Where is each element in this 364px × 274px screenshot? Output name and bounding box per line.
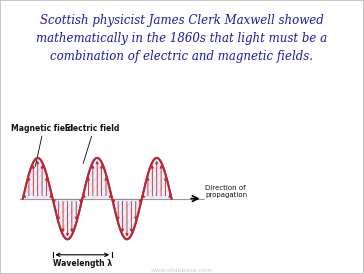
- Text: Electric field: Electric field: [65, 124, 120, 133]
- Text: Magnetic field: Magnetic field: [11, 124, 74, 133]
- Text: www.slidebase.com: www.slidebase.com: [151, 268, 213, 273]
- Text: Direction of
propagation: Direction of propagation: [205, 184, 247, 198]
- Text: Scottish physicist James Clerk Maxwell showed
mathematically in the 1860s that l: Scottish physicist James Clerk Maxwell s…: [36, 14, 328, 63]
- Text: Wavelength λ: Wavelength λ: [53, 259, 112, 268]
